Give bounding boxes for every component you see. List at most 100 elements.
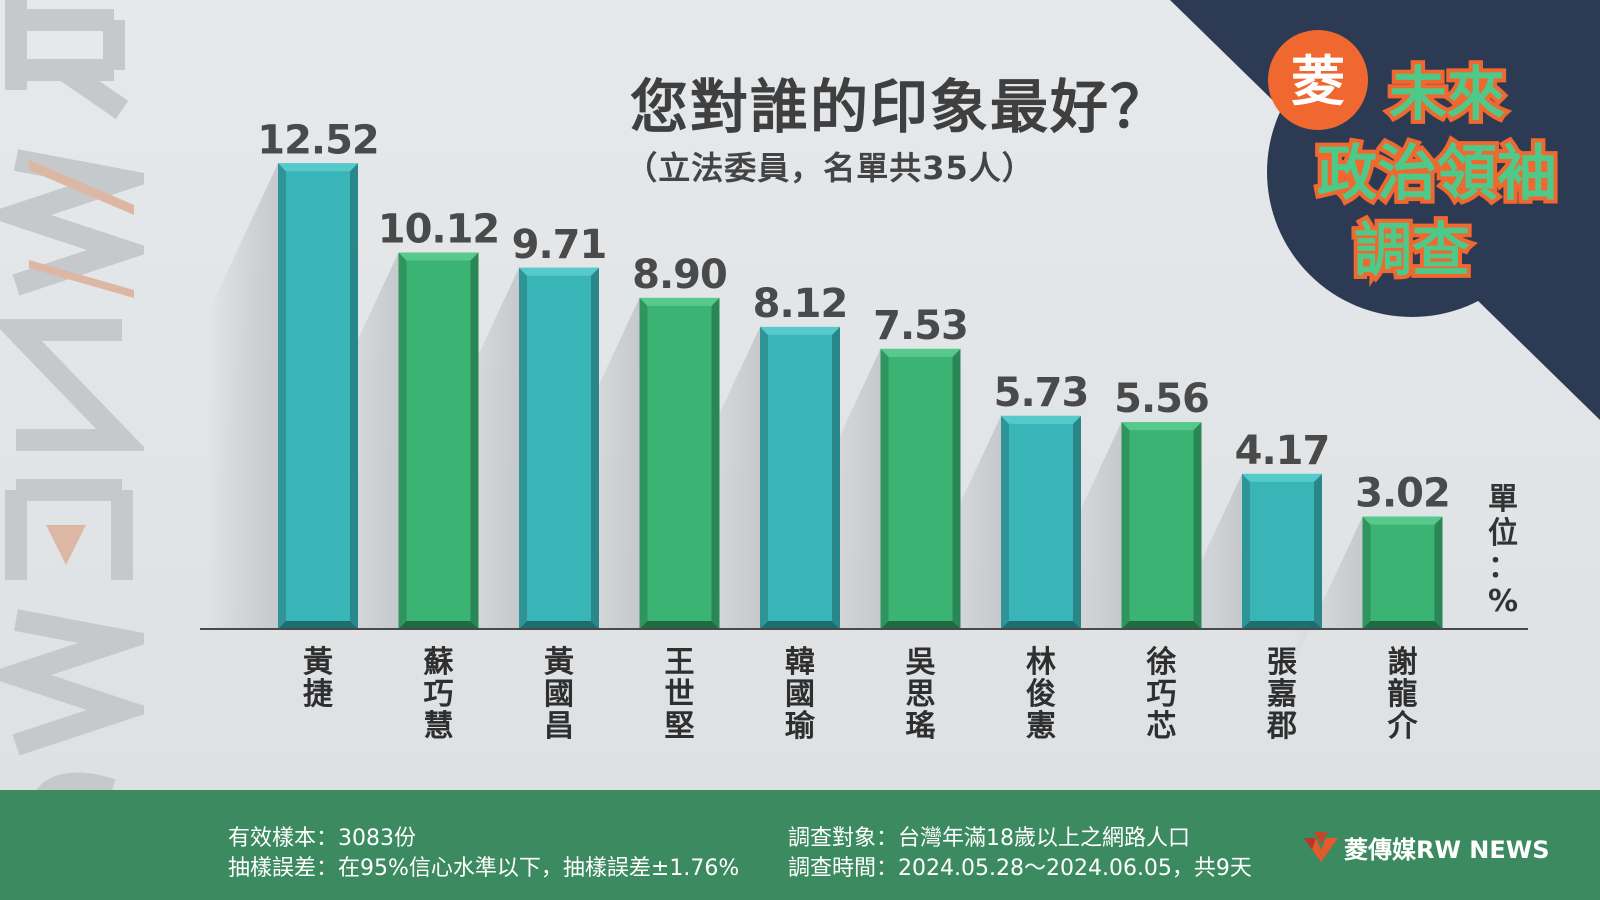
bar: [398, 252, 479, 629]
bar-face: [1121, 422, 1202, 629]
value-labels: 12.52 10.12 9.71 8.90 8.12 7.53 5.73 5.56 4.17 3.…: [257, 117, 1451, 516]
category-label-char: 巧: [424, 677, 454, 712]
bar-face: [1362, 516, 1443, 629]
bar-bevel-right: [350, 163, 358, 630]
bar-face: [880, 348, 961, 629]
bar-bevel-right: [591, 267, 599, 629]
watermark-accent: [29, 160, 134, 565]
bar-bevel-right: [832, 326, 840, 629]
category-label-char: 龍: [1388, 677, 1418, 712]
bar-bevel-top: [1121, 422, 1202, 431]
bar-face: [398, 252, 479, 629]
category-label-char: 韓: [785, 645, 815, 680]
unit-char: ：: [1488, 550, 1518, 585]
bar-bevel-right: [1314, 473, 1322, 629]
bar-bevel-right: [1434, 516, 1443, 629]
badge-line-1: 未來: [1389, 60, 1505, 128]
bar-bevel-bottom: [880, 621, 961, 629]
bar-shadow: [208, 163, 278, 630]
category-label-char: 慧: [424, 709, 454, 744]
bar: [278, 163, 358, 630]
bar-value-label: 12.52: [257, 117, 379, 163]
category-label-char: 芯: [1147, 709, 1177, 744]
category-label-char: 黃: [544, 645, 574, 680]
bar-bevel-top: [1362, 516, 1443, 525]
bar-bevel-bottom: [1242, 621, 1322, 629]
chart-title: 您對誰的印象最好？: [629, 73, 1170, 141]
category-label-char: 郡: [1266, 709, 1297, 744]
bar-bevel-left: [278, 163, 286, 630]
bar-bevel-right: [952, 348, 961, 629]
bar-bevel-bottom: [398, 621, 479, 629]
category-label-char: 堅: [665, 709, 695, 744]
brand-logo: 菱傳媒RW NEWS: [1302, 830, 1550, 864]
bar-value-label: 9.71: [512, 222, 607, 268]
bar: [519, 267, 599, 629]
bar-bevel-left: [1001, 415, 1009, 629]
bar: [639, 297, 720, 629]
bar-face: [1001, 415, 1081, 629]
category-label-char: 思: [906, 677, 936, 712]
survey-badge: 菱 未來 政治領袖 調查: [1267, 27, 1561, 317]
footer-period: 調查時間：2024.05.28～2024.06.05，共9天: [788, 856, 1252, 881]
category-label-char: 蘇: [424, 645, 454, 680]
bar-bevel-bottom: [1362, 621, 1443, 629]
bar-face: [639, 297, 720, 629]
bar-bevel-left: [880, 348, 889, 629]
footer-bar: [0, 790, 1600, 900]
category-label-char: 捷: [303, 677, 333, 712]
bar-value-label: 8.90: [632, 252, 727, 298]
footer-error: 抽樣誤差：在95%信心水準以下，抽樣誤差±1.76%: [228, 856, 740, 881]
bar-bevel-left: [519, 267, 527, 629]
bar-value-label: 10.12: [378, 207, 500, 253]
bar-value-label: 8.12: [753, 281, 848, 327]
bar-bevel-bottom: [519, 621, 599, 629]
bar: [1001, 415, 1081, 629]
bar-bevel-right: [470, 252, 479, 629]
bar-bevel-top: [760, 326, 840, 335]
category-label-char: 瑤: [906, 709, 936, 744]
bar-bevel-top: [278, 163, 358, 172]
bar: [880, 348, 961, 629]
category-label-char: 張: [1267, 645, 1297, 680]
badge-line-2: 政治領袖: [1317, 139, 1557, 209]
unit-label: 單 位 ： %: [1485, 483, 1521, 619]
bar-bevel-top: [639, 297, 720, 306]
logo-circle-icon: [1268, 30, 1368, 130]
bar-bevel-right: [711, 297, 720, 629]
bar-bevel-left: [1121, 422, 1130, 629]
bar-bevel-right: [1073, 415, 1081, 629]
bar-bevel-bottom: [760, 621, 840, 629]
bar-value-label: 5.73: [994, 370, 1089, 416]
bar-bevel-top: [519, 267, 599, 276]
bar-face: [760, 326, 840, 629]
bar: [1242, 473, 1322, 629]
brand-name: 菱傳媒RW NEWS: [1344, 835, 1550, 864]
bar-bevel-top: [1001, 415, 1081, 424]
bar-face: [1242, 473, 1322, 629]
footer-sample: 有效樣本：3083份: [228, 826, 416, 851]
bar-value-label: 5.56: [1114, 376, 1209, 422]
bar-chart: 12.52 10.12 9.71 8.90 8.12 7.53 5.73 5.56 4.17 3.…: [200, 117, 1528, 744]
category-label-char: 林: [1026, 645, 1056, 680]
bar-bevel-left: [398, 252, 407, 629]
unit-char: 位: [1488, 516, 1518, 551]
bar-bevel-left: [760, 326, 768, 629]
bars: [278, 163, 1443, 630]
category-label-char: 昌: [544, 709, 574, 744]
badge-line-3: 調查: [1354, 216, 1470, 284]
bar-bevel-left: [1362, 516, 1371, 629]
bar-bevel-top: [880, 348, 961, 357]
bar-bevel-top: [398, 252, 479, 261]
unit-char: 單: [1488, 482, 1518, 517]
category-label-char: 嘉: [1267, 677, 1297, 712]
bar: [760, 326, 840, 629]
bar-bevel-bottom: [1001, 621, 1081, 629]
category-label-char: 世: [665, 677, 695, 712]
rw-logo-icon: [1304, 832, 1338, 862]
category-label-char: 徐: [1146, 645, 1177, 680]
category-label-char: 俊: [1026, 677, 1056, 712]
category-label-char: 謝: [1388, 645, 1418, 680]
bar-bevel-top: [1242, 473, 1322, 482]
